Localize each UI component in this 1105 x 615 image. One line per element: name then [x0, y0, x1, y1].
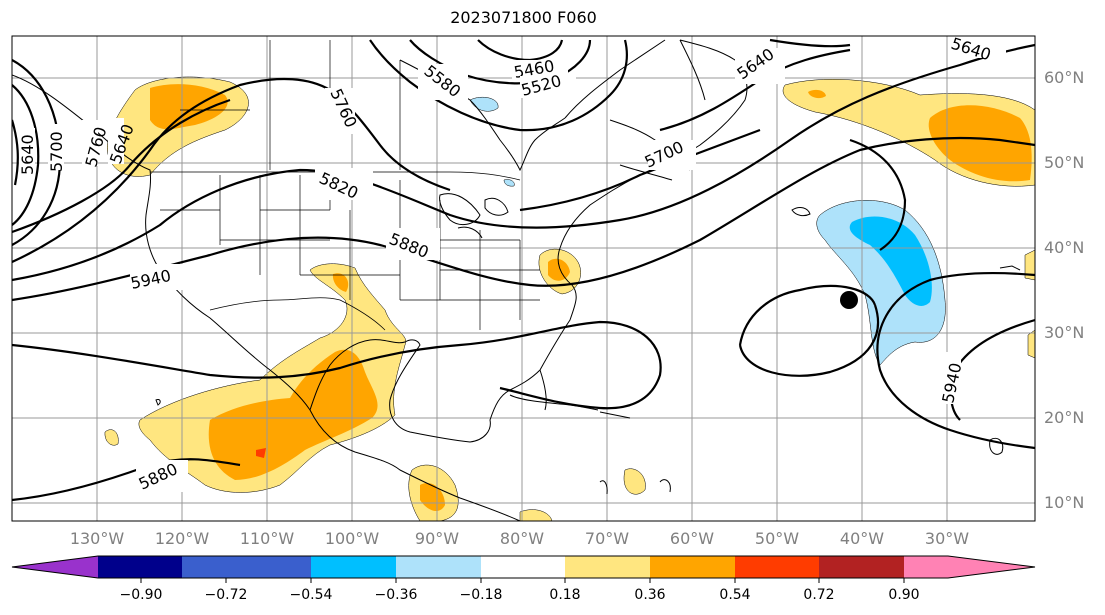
- colorbar-segment: [311, 556, 396, 578]
- colorbar-tick-label: −0.18: [459, 587, 503, 603]
- latitude-label: 10°N: [1044, 493, 1085, 512]
- colorbar-tick-label: −0.72: [204, 587, 248, 603]
- anomaly-core-subtropical-atlantic: [849, 216, 932, 306]
- longitude-label: 90°W: [414, 529, 460, 548]
- colorbar-segment: [904, 556, 948, 578]
- colorbar-tick-label: 0.90: [888, 587, 920, 603]
- colorbar-tick-label: −0.36: [374, 587, 418, 603]
- colorbar-segment: [735, 556, 819, 578]
- colorbar-segment: [565, 556, 650, 578]
- negative-anomaly-shading: [469, 97, 946, 366]
- colorbar-extend-low: [12, 556, 98, 578]
- colorbar-segment: [819, 556, 904, 578]
- map-title: 2023071800 F060: [450, 8, 597, 27]
- colorbar-tick-label: 0.18: [549, 587, 581, 603]
- colorbar-tick-label: 0.36: [634, 587, 666, 603]
- colorbar-tick-label: −0.90: [119, 587, 163, 603]
- longitude-label: 80°W: [499, 529, 545, 548]
- map-frame: [11, 35, 1036, 522]
- longitude-label: 60°W: [669, 529, 715, 548]
- longitude-label: 40°W: [839, 529, 885, 548]
- longitude-label: 70°W: [584, 529, 630, 548]
- latitude-label: 60°N: [1044, 68, 1085, 87]
- latitude-label: 20°N: [1044, 408, 1085, 427]
- contour-label: 5640: [18, 134, 37, 175]
- longitude-label: 100°W: [324, 529, 380, 548]
- colorbar-segment: [650, 556, 735, 578]
- colorbar-extend-high: [948, 556, 1035, 578]
- latitude-label: 30°N: [1044, 323, 1085, 342]
- latitude-label: 50°N: [1044, 153, 1085, 172]
- colorbar-segment: [98, 556, 182, 578]
- anomaly-core-north-atlantic: [928, 105, 1032, 182]
- latitude-label: 40°N: [1044, 238, 1085, 257]
- longitude-label: 50°W: [754, 529, 800, 548]
- storm-center-marker: [840, 291, 858, 309]
- anomaly-core-mexico: [208, 349, 378, 480]
- longitude-label: 120°W: [154, 529, 210, 548]
- longitude-label: 110°W: [239, 529, 295, 548]
- colorbar-tick-label: 0.72: [803, 587, 835, 603]
- colorbar-segment: [182, 556, 266, 578]
- colorbar-tick-label: 0.54: [719, 587, 751, 603]
- longitude-label: 130°W: [69, 529, 125, 548]
- colorbar-tick-label: −0.54: [289, 587, 333, 603]
- colorbar-segment: [396, 556, 481, 578]
- colorbar-segment: [481, 556, 565, 578]
- longitude-label: 30°W: [924, 529, 970, 548]
- contour-label: 5700: [47, 131, 66, 172]
- anomaly-core-pacific-nw: [150, 84, 228, 130]
- colorbar: [11, 555, 1036, 583]
